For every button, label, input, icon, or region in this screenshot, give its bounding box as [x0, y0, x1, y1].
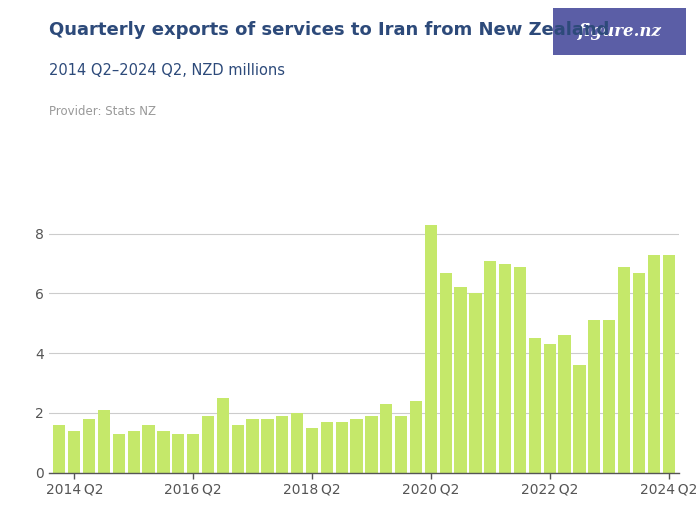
Bar	[633, 272, 645, 472]
Bar	[232, 425, 244, 472]
Text: 2014 Q2–2024 Q2, NZD millions: 2014 Q2–2024 Q2, NZD millions	[49, 63, 285, 78]
Bar	[187, 434, 199, 472]
Bar	[83, 419, 95, 473]
Bar	[172, 434, 184, 472]
Text: figure.nz: figure.nz	[578, 23, 662, 40]
Bar	[559, 335, 570, 472]
Text: Provider: Stats NZ: Provider: Stats NZ	[49, 105, 156, 118]
Bar	[335, 422, 348, 473]
Bar	[425, 225, 437, 472]
Bar	[158, 430, 169, 473]
Bar	[321, 422, 333, 473]
Bar	[469, 293, 482, 472]
Bar	[291, 413, 303, 472]
Bar	[648, 255, 660, 472]
Bar	[306, 428, 318, 473]
Bar	[618, 267, 630, 472]
Bar	[113, 434, 125, 472]
Bar	[410, 401, 422, 472]
Bar	[662, 255, 675, 472]
Bar	[68, 430, 80, 473]
Bar	[514, 267, 526, 472]
Bar	[573, 365, 585, 473]
Bar	[351, 419, 363, 473]
Text: Quarterly exports of services to Iran from New Zealand: Quarterly exports of services to Iran fr…	[49, 21, 610, 39]
Bar	[454, 288, 467, 472]
Bar	[261, 419, 274, 473]
Bar	[544, 344, 556, 472]
Bar	[127, 430, 140, 473]
Bar	[499, 264, 511, 472]
Bar	[603, 320, 615, 472]
Bar	[98, 410, 110, 472]
Bar	[217, 398, 229, 472]
Bar	[53, 425, 66, 472]
Bar	[588, 320, 601, 472]
Bar	[365, 416, 377, 472]
Bar	[440, 272, 452, 472]
Bar	[395, 416, 407, 472]
Bar	[380, 404, 393, 472]
Bar	[528, 338, 541, 472]
Bar	[202, 416, 214, 472]
Bar	[143, 425, 155, 472]
Bar	[246, 419, 259, 473]
Bar	[276, 416, 288, 472]
Bar	[484, 260, 496, 472]
